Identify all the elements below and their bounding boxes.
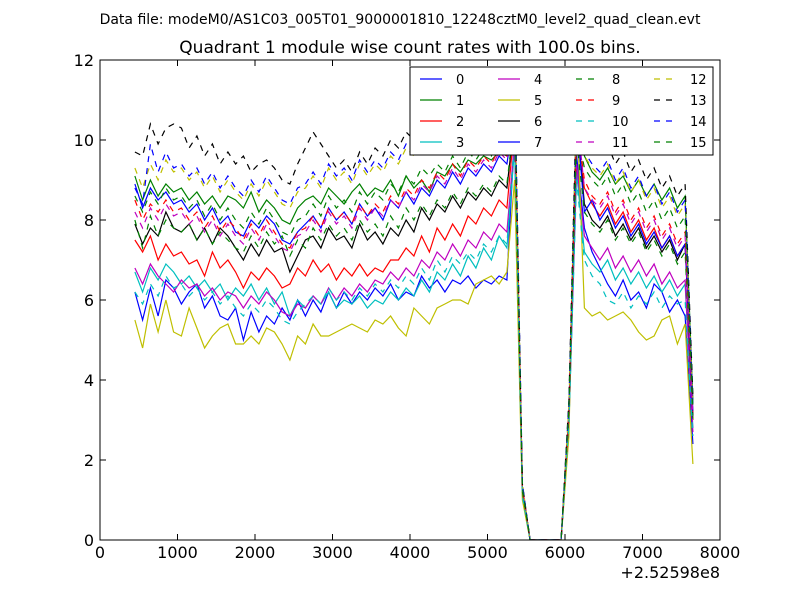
series-line-1 <box>134 103 694 540</box>
legend-label-2: 2 <box>456 115 464 130</box>
x-tick-label: 3000 <box>312 543 353 562</box>
legend-label-14: 14 <box>690 115 707 130</box>
legend-label-9: 9 <box>612 94 620 109</box>
x-tick-label: 8000 <box>700 543 741 562</box>
series-line-8 <box>134 115 694 540</box>
x-tick-label: 2000 <box>235 543 276 562</box>
legend-label-0: 0 <box>456 73 464 88</box>
series-line-11 <box>134 107 694 540</box>
series-line-4 <box>134 139 694 540</box>
x-tick-label: 1000 <box>157 543 198 562</box>
y-tick-label: 0 <box>84 531 94 550</box>
legend-label-15: 15 <box>690 136 707 151</box>
y-tick-label: 8 <box>84 211 94 230</box>
x-tick-label: 7000 <box>622 543 663 562</box>
y-tick-label: 6 <box>84 291 94 310</box>
series-line-3 <box>134 147 694 540</box>
x-tick-label: 5000 <box>467 543 508 562</box>
legend-label-5: 5 <box>534 94 542 109</box>
y-tick-label: 2 <box>84 451 94 470</box>
legend-label-6: 6 <box>534 115 542 130</box>
legend-label-13: 13 <box>690 94 707 109</box>
series-line-9 <box>134 103 694 540</box>
series-line-6 <box>134 115 694 540</box>
series-layer <box>134 71 694 540</box>
series-line-15 <box>134 99 694 540</box>
series-line-13 <box>134 75 694 540</box>
y-tick-label: 4 <box>84 371 94 390</box>
x-tick-label: 6000 <box>545 543 586 562</box>
y-tick-label: 12 <box>74 51 94 70</box>
series-line-2 <box>134 123 694 540</box>
legend-label-7: 7 <box>534 136 542 151</box>
series-line-7 <box>134 111 694 540</box>
legend-label-3: 3 <box>456 136 464 151</box>
x-tick-label: 0 <box>95 543 105 562</box>
legend-frame <box>409 66 714 156</box>
series-line-10 <box>134 139 694 540</box>
legend-label-10: 10 <box>612 115 629 130</box>
chart-title: Quadrant 1 module wise count rates with … <box>179 38 640 58</box>
axis-ticks: 0 1000 2000 3000 4000 5000 6000 7000 80000246810… <box>74 51 741 562</box>
figure-suptitle: Data file: modeM0/AS1C03_005T01_90000018… <box>100 12 701 28</box>
legend-label-8: 8 <box>612 73 620 88</box>
series-line-5 <box>134 103 694 540</box>
legend-label-1: 1 <box>456 94 464 109</box>
legend-label-11: 11 <box>612 136 629 151</box>
legend-label-4: 4 <box>534 73 542 88</box>
legend-label-12: 12 <box>690 73 707 88</box>
y-tick-label: 10 <box>74 131 94 150</box>
x-tick-label: 4000 <box>390 543 431 562</box>
x-axis-offset-label: +2.52598e8 <box>620 563 720 582</box>
